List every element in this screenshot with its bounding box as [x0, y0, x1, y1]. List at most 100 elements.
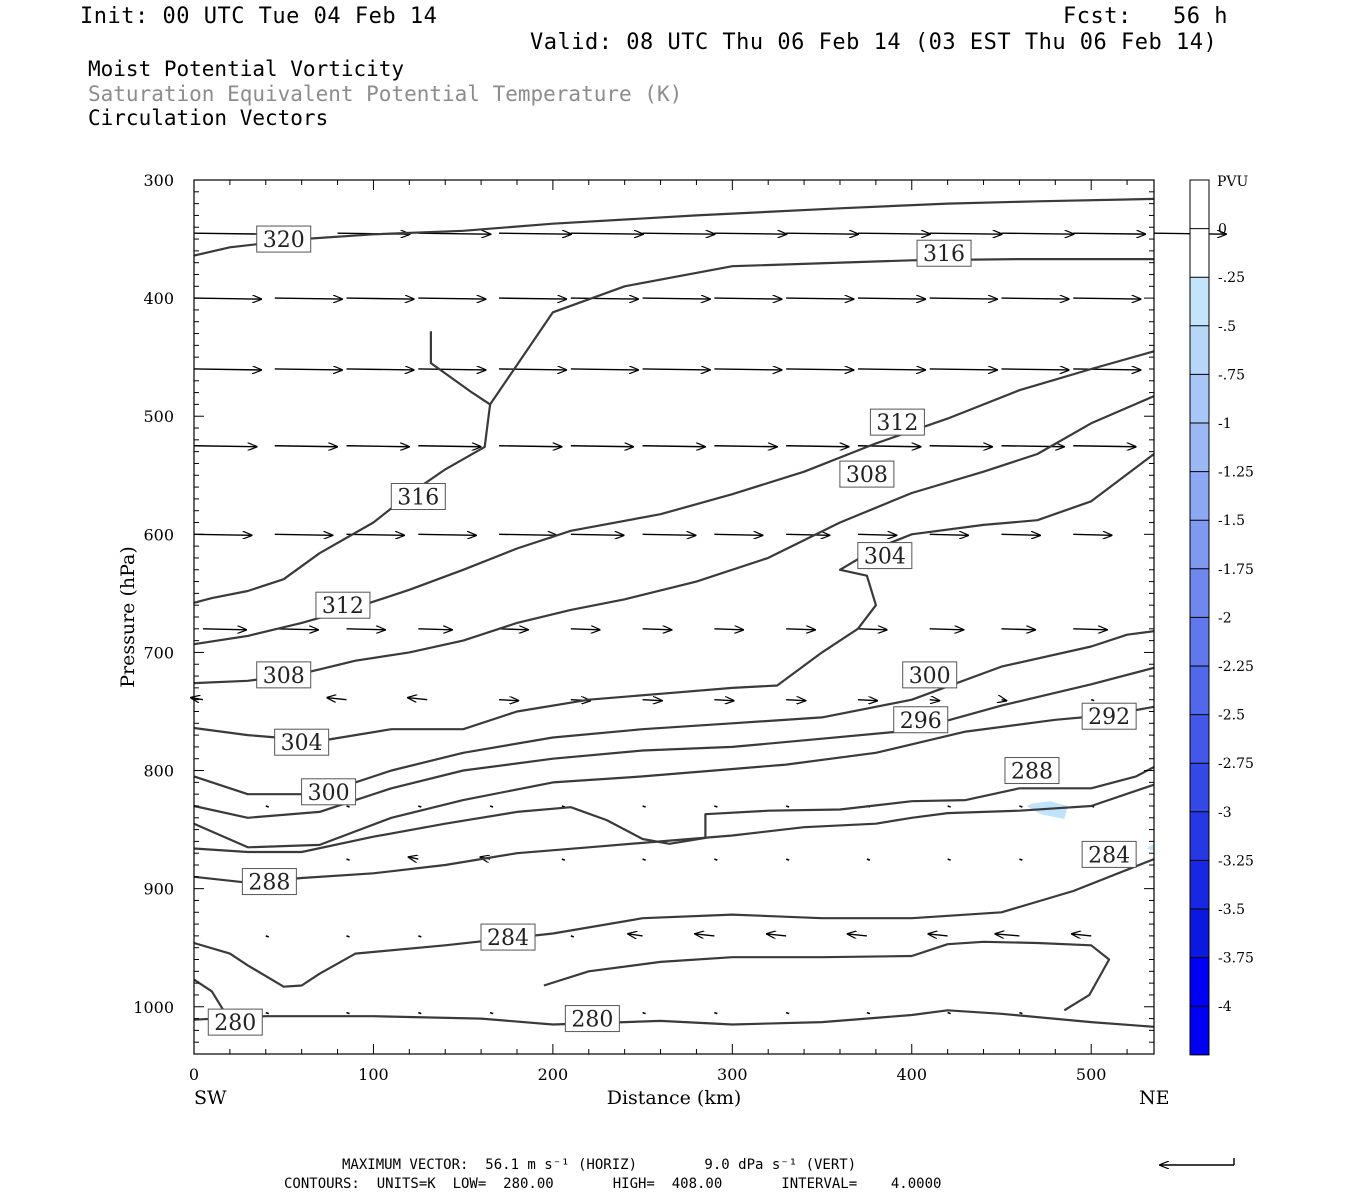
vector-2-3 — [418, 369, 485, 370]
y-tick-800: 800 — [143, 762, 174, 781]
vector-10-6 — [714, 1011, 718, 1015]
colorbar-cell-12 — [1190, 763, 1209, 813]
vector-4-10 — [929, 534, 968, 535]
forecast-hour: Fcst: 56 h — [1063, 4, 1228, 29]
y-tick-700: 700 — [143, 643, 174, 662]
vector-4-11 — [1001, 534, 1039, 535]
vector-5-9 — [857, 629, 887, 630]
colorbar-cell-14 — [1190, 860, 1209, 910]
vector-9-3 — [570, 935, 575, 938]
contour-label-280: 280 — [564, 1005, 620, 1033]
vector-7-10 — [1019, 805, 1023, 808]
colorbar-label-16: -4 — [1218, 999, 1232, 1015]
vector-9-10 — [1072, 934, 1092, 936]
pv-shade-region-1 — [1146, 843, 1154, 851]
vector-9-8 — [928, 934, 948, 936]
vector-10-0 — [265, 1011, 270, 1015]
vector-10-3 — [489, 1011, 494, 1015]
contour-label-288: 288 — [241, 868, 297, 896]
svg-text:292: 292 — [1088, 705, 1130, 730]
svg-text:300: 300 — [308, 781, 350, 806]
vector-1-12 — [1073, 298, 1140, 299]
vector-6-11 — [1090, 698, 1095, 702]
vector-0-5 — [642, 233, 715, 234]
vector-2-1 — [274, 369, 342, 370]
vector-5-1 — [274, 629, 318, 630]
colorbar-cell-7 — [1190, 520, 1209, 570]
colorbar-label-11: -2.75 — [1218, 756, 1254, 772]
vector-1-1 — [274, 298, 342, 299]
vector-1-7 — [714, 298, 781, 299]
x-tick-100: 100 — [358, 1065, 389, 1084]
vector-7-5 — [642, 805, 646, 808]
vector-7-9 — [947, 805, 951, 808]
vector-8-4 — [642, 858, 646, 861]
vector-7-2 — [418, 805, 422, 808]
colorbar-cell-15 — [1190, 909, 1209, 959]
vector-5-2 — [346, 629, 385, 630]
svg-text:308: 308 — [263, 664, 305, 689]
vector-9-4 — [628, 934, 643, 936]
vector-2-5 — [570, 369, 638, 370]
vector-10-5 — [642, 1011, 646, 1015]
vector-0-3 — [499, 233, 571, 234]
vector-2-10 — [929, 369, 997, 370]
vector-2-6 — [642, 369, 710, 370]
colorbar-label-14: -3.5 — [1218, 902, 1245, 918]
vector-8-6 — [785, 858, 790, 861]
colorbar-label-4: -1 — [1218, 416, 1232, 432]
y-tick-labels: 300 400 500 600 700 800 900 1000 — [133, 171, 174, 1017]
vector-0-10 — [1001, 233, 1073, 234]
contour-292-8 — [193, 705, 1155, 849]
colorbar-cell-2 — [1190, 277, 1209, 327]
vector-2-7 — [714, 369, 781, 370]
colorbar-label-0: 0 — [1218, 222, 1227, 238]
vector-4-5 — [570, 534, 624, 535]
vector-5-11 — [1001, 629, 1035, 630]
contour-label-284: 284 — [1081, 840, 1137, 868]
svg-text:304: 304 — [281, 731, 323, 756]
x-right-end-label: NE — [1139, 1087, 1170, 1109]
vector-1-8 — [786, 298, 853, 299]
vector-6-1 — [327, 698, 347, 700]
vector-2-12 — [1073, 369, 1140, 370]
vector-3-3 — [418, 446, 480, 447]
vector-0-2 — [418, 233, 490, 234]
colorbar-label-8: -2 — [1218, 610, 1232, 626]
vector-3-10 — [929, 446, 992, 447]
vector-9-1 — [346, 935, 350, 938]
vector-3-0 — [193, 446, 256, 447]
vector-3-2 — [346, 446, 409, 447]
colorbar-cell-1 — [1190, 228, 1209, 278]
contour-label-300: 300 — [902, 661, 958, 689]
y-axis-label: Pressure (hPa) — [117, 546, 139, 688]
colorbar-cell-16 — [1190, 957, 1209, 1007]
vector-8-1 — [409, 857, 419, 859]
vector-4-2 — [346, 534, 405, 535]
vector-2-2 — [346, 369, 414, 370]
vector-3-5 — [570, 446, 633, 447]
vector-4-3 — [418, 534, 476, 535]
svg-text:284: 284 — [487, 926, 529, 951]
contour-label-312: 312 — [315, 591, 371, 619]
vector-1-2 — [346, 298, 414, 299]
y-tick-600: 600 — [143, 525, 174, 544]
colorbar-cell-9 — [1190, 617, 1209, 667]
contour-labels: 320 316 316 312 312 308 308 304 304 300 300 296 292 2… — [207, 225, 1137, 1036]
x-tick-400: 400 — [896, 1065, 927, 1084]
colorbar-label-12: -3 — [1218, 805, 1232, 821]
contour-label-284: 284 — [480, 923, 536, 951]
contour-label-304: 304 — [857, 542, 913, 570]
vector-6-7 — [786, 700, 805, 701]
svg-text:304: 304 — [864, 545, 906, 570]
colorbar-cell-3 — [1190, 325, 1209, 375]
svg-text:308: 308 — [846, 463, 888, 488]
vector-5-10 — [929, 629, 964, 630]
vector-5-12 — [1073, 629, 1107, 630]
vector-6-3 — [499, 700, 518, 701]
vector-6-6 — [714, 700, 733, 701]
svg-text:312: 312 — [322, 594, 364, 619]
vector-3-1 — [274, 446, 337, 447]
vector-3-7 — [714, 446, 776, 447]
vector-7-6 — [714, 805, 718, 808]
